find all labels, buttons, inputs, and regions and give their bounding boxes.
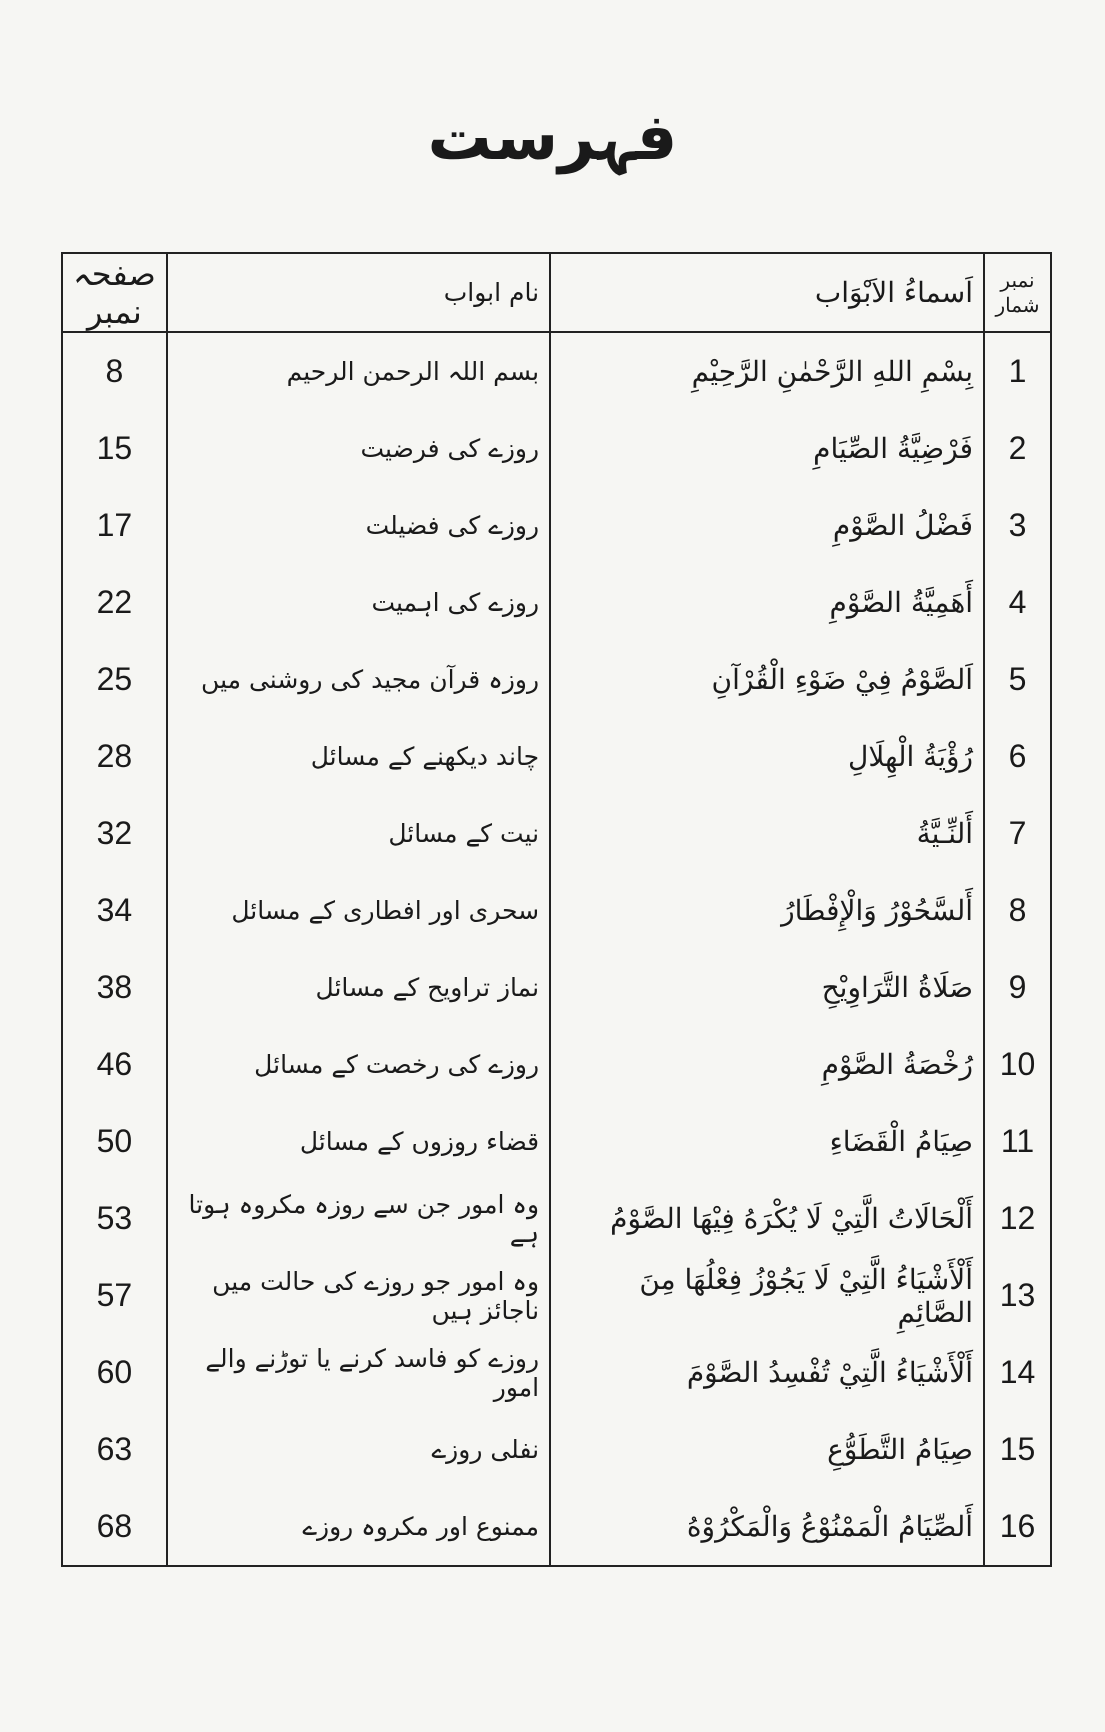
- page-title: فہرست: [427, 101, 678, 175]
- row-number: 11: [983, 1103, 1052, 1180]
- table-row: 22 روزے کی اہمیت أَهَمِيَّةُ الصَّوْمِ 4: [61, 564, 1052, 641]
- header-page: صفحہ نمبر: [61, 252, 168, 333]
- table-row: 63 نفلی روزے صِيَامُ التَّطَوُّعِ 15: [61, 1411, 1052, 1488]
- table-row: 15 روزے کی فرضیت فَرْضِيَّةُ الصِّيَامِ 2: [61, 410, 1052, 487]
- row-number: 10: [983, 1026, 1052, 1103]
- page-number: 22: [61, 564, 168, 641]
- table-row: 53 وہ امور جن سے روزہ مکروہ ہوتا ہے أَلْحَ…: [61, 1180, 1052, 1257]
- chapter-urdu: روزے کو فاسد کرنے یا توڑنے والے امور: [165, 1334, 552, 1411]
- row-number: 6: [983, 718, 1052, 795]
- chapter-urdu: نفلی روزے: [165, 1411, 552, 1488]
- page-number: 28: [61, 718, 168, 795]
- header-arabic: اَسماءُ الاَبْوَاب: [549, 252, 986, 333]
- chapter-arabic: أَلصِّيَامُ الْمَمْنُوْعُ وَالْمَكْرُوْه…: [549, 1488, 986, 1567]
- chapter-arabic: صَلَاةُ التَّرَاوِيْحِ: [549, 949, 986, 1026]
- chapter-urdu: چاند دیکھنے کے مسائل: [165, 718, 552, 795]
- chapter-urdu: سحری اور افطاری کے مسائل: [165, 872, 552, 949]
- page-number: 50: [61, 1103, 168, 1180]
- row-number: 14: [983, 1334, 1052, 1411]
- table-row: 25 روزہ قرآن مجید کی روشنی میں اَلصَّوْمُ …: [61, 641, 1052, 718]
- chapter-arabic: بِسْمِ اللهِ الرَّحْمٰنِ الرَّحِيْمِ: [549, 332, 986, 410]
- chapter-urdu: ممنوع اور مکروہ روزے: [165, 1488, 552, 1567]
- contents-table: صفحہ نمبر نام ابواب اَسماءُ الاَبْوَاب ن…: [61, 252, 1052, 1567]
- row-number: 1: [983, 332, 1052, 410]
- chapter-urdu: بسم اللہ الرحمن الرحیم: [165, 332, 552, 410]
- page-number: 38: [61, 949, 168, 1026]
- table-row: 60 روزے کو فاسد کرنے یا توڑنے والے امور أَ…: [61, 1334, 1052, 1411]
- row-number: 7: [983, 795, 1052, 872]
- table-row: 50 قضاء روزوں کے مسائل صِيَامُ الْقَضَاءِ 1…: [61, 1103, 1052, 1180]
- header-number: نمبر شمار: [983, 252, 1052, 333]
- row-number: 9: [983, 949, 1052, 1026]
- chapter-arabic: رُؤْيَةُ الْهِلَالِ: [549, 718, 986, 795]
- row-number: 4: [983, 564, 1052, 641]
- chapter-urdu: روزے کی رخصت کے مسائل: [165, 1026, 552, 1103]
- chapter-arabic: أَلْأَشْيَاءُ الَّتِيْ لَا يَجُوْزُ فِعْ…: [549, 1257, 986, 1334]
- chapter-arabic: رُخْصَةُ الصَّوْمِ: [549, 1026, 986, 1103]
- row-number: 2: [983, 410, 1052, 487]
- page-number: 25: [61, 641, 168, 718]
- chapter-urdu: نماز تراویح کے مسائل: [165, 949, 552, 1026]
- chapter-urdu: وہ امور جو روزے کی حالت میں ناجائز ہیں: [165, 1257, 552, 1334]
- chapter-arabic: اَلصَّوْمُ فِيْ ضَوْءِ الْقُرْآنِ: [549, 641, 986, 718]
- row-number: 8: [983, 872, 1052, 949]
- row-number: 16: [983, 1488, 1052, 1567]
- table-row: 38 نماز تراویح کے مسائل صَلَاةُ التَّرَاوِ…: [61, 949, 1052, 1026]
- table-row: 34 سحری اور افطاری کے مسائل أَلسَّحُوْرُ و…: [61, 872, 1052, 949]
- chapter-arabic: أَلْأَشْيَاءُ الَّتِيْ تُفْسِدُ الصَّوْم…: [549, 1334, 986, 1411]
- table-row: 32 نیت کے مسائل أَلنِّـيَّةُ 7: [61, 795, 1052, 872]
- chapter-arabic: صِيَامُ الْقَضَاءِ: [549, 1103, 986, 1180]
- chapter-arabic: أَلْحَالَاتُ الَّتِيْ لَا يُكْرَهُ فِيْه…: [549, 1180, 986, 1257]
- chapter-arabic: أَلنِّـيَّةُ: [549, 795, 986, 872]
- chapter-urdu: قضاء روزوں کے مسائل: [165, 1103, 552, 1180]
- page-number: 68: [61, 1488, 168, 1567]
- chapter-urdu: وہ امور جن سے روزہ مکروہ ہوتا ہے: [165, 1180, 552, 1257]
- chapter-arabic: أَلسَّحُوْرُ وَالْإِفْطَارُ: [549, 872, 986, 949]
- table-row: 68 ممنوع اور مکروہ روزے أَلصِّيَامُ الْمَم…: [61, 1488, 1052, 1567]
- page-number: 60: [61, 1334, 168, 1411]
- chapter-urdu: روزے کی اہمیت: [165, 564, 552, 641]
- row-number: 12: [983, 1180, 1052, 1257]
- header-row: صفحہ نمبر نام ابواب اَسماءُ الاَبْوَاب ن…: [61, 252, 1052, 333]
- chapter-arabic: فَرْضِيَّةُ الصِّيَامِ: [549, 410, 986, 487]
- table-row: 46 روزے کی رخصت کے مسائل رُخْصَةُ الصَّوْم…: [61, 1026, 1052, 1103]
- chapter-arabic: فَضْلُ الصَّوْمِ: [549, 487, 986, 564]
- chapter-urdu: روزے کی فرضیت: [165, 410, 552, 487]
- chapter-urdu: نیت کے مسائل: [165, 795, 552, 872]
- chapter-arabic: أَهَمِيَّةُ الصَّوْمِ: [549, 564, 986, 641]
- page-number: 8: [61, 332, 168, 410]
- table-row: 28 چاند دیکھنے کے مسائل رُؤْيَةُ الْهِلَال…: [61, 718, 1052, 795]
- page-number: 57: [61, 1257, 168, 1334]
- table-row: 57 وہ امور جو روزے کی حالت میں ناجائز ہیں…: [61, 1257, 1052, 1334]
- table-row: 17 روزے کی فضیلت فَضْلُ الصَّوْمِ 3: [61, 487, 1052, 564]
- page-number: 32: [61, 795, 168, 872]
- chapter-urdu: روزے کی فضیلت: [165, 487, 552, 564]
- page-number: 17: [61, 487, 168, 564]
- row-number: 13: [983, 1257, 1052, 1334]
- table-row: 8 بسم اللہ الرحمن الرحیم بِسْمِ اللهِ الرَ…: [61, 332, 1052, 410]
- page-number: 34: [61, 872, 168, 949]
- row-number: 15: [983, 1411, 1052, 1488]
- page-number: 63: [61, 1411, 168, 1488]
- page-number: 53: [61, 1180, 168, 1257]
- header-urdu: نام ابواب: [165, 252, 552, 333]
- page-number: 46: [61, 1026, 168, 1103]
- page-number: 15: [61, 410, 168, 487]
- chapter-arabic: صِيَامُ التَّطَوُّعِ: [549, 1411, 986, 1488]
- chapter-urdu: روزہ قرآن مجید کی روشنی میں: [165, 641, 552, 718]
- row-number: 5: [983, 641, 1052, 718]
- row-number: 3: [983, 487, 1052, 564]
